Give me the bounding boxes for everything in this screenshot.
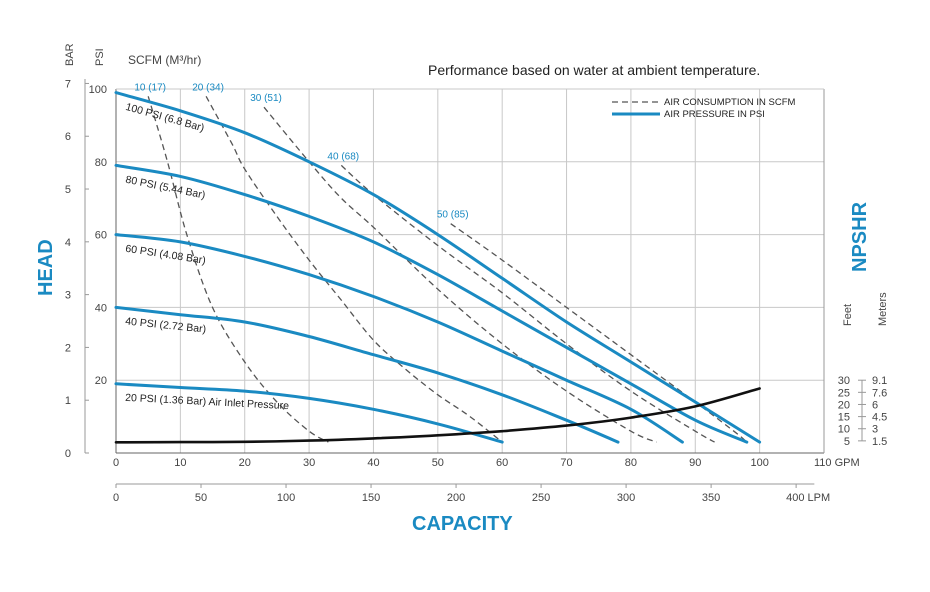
x-tick-gpm: 100	[750, 457, 768, 469]
npshr-tick-feet: 10	[838, 424, 850, 436]
y-tick-bar: 1	[65, 395, 71, 407]
feet-axis-unit: Feet	[842, 304, 854, 326]
curve-labels: 10 (17) 20 (34)30 (51)40 (68)50 (85)100 P…	[124, 82, 468, 412]
x-tick-gpm: 20	[239, 457, 251, 469]
y-tick-psi: 40	[95, 302, 107, 314]
x-tick-lpm: 100	[277, 492, 295, 504]
scfm-header: SCFM (M³/hr)	[128, 53, 201, 67]
x-tick-gpm: 30	[303, 457, 315, 469]
air-pressure-curve	[114, 91, 762, 444]
y-tick-bar: 7	[65, 78, 71, 90]
npshr-tick-meters: 7.6	[872, 387, 887, 399]
x-tick-lpm: 0	[113, 492, 119, 504]
psi-axis-unit: PSI	[94, 48, 106, 66]
grid-lines	[116, 89, 824, 453]
y-tick-bar: 5	[65, 184, 71, 196]
y-tick-bar: 2	[65, 342, 71, 354]
bar-axis-unit: BAR	[64, 43, 76, 66]
npshr-tick-feet: 25	[838, 387, 850, 399]
y2-axis-title: NPSHR	[849, 201, 871, 272]
npshr-tick-meters: 4.5	[872, 412, 887, 424]
x-tick-lpm: 150	[362, 492, 380, 504]
scfm-curve-label: 30 (51)	[250, 93, 282, 104]
y-axis-title: HEAD	[35, 239, 57, 296]
x-tick-gpm: 40	[367, 457, 379, 469]
pressure-curve-label: 20 PSI (1.36 Bar) Air Inlet Pressure	[125, 392, 290, 412]
air-pressure-curve	[114, 163, 749, 444]
x-tick-lpm: 250	[532, 492, 550, 504]
air-pressure-curve	[114, 382, 504, 444]
npshr-tick-feet: 20	[838, 399, 850, 411]
air-pressure-curve	[114, 233, 684, 444]
air-consumption-curve	[450, 223, 748, 443]
y-tick-bar: 4	[65, 237, 71, 249]
chart-title: Performance based on water at ambient te…	[428, 62, 760, 78]
npshr-tick-meters: 6	[872, 399, 878, 411]
x-tick-gpm: 50	[432, 457, 444, 469]
x-tick-gpm: 70	[560, 457, 572, 469]
y-tick-psi: 100	[89, 84, 107, 96]
legend-label-air-consumption: AIR CONSUMPTION IN SCFM	[664, 97, 796, 108]
npshr-tick-meters: 9.1	[872, 375, 887, 387]
air-pressure-curves	[114, 91, 762, 444]
x-tick-lpm: 400 LPM	[786, 492, 830, 504]
npshr-tick-meters: 1.5	[872, 436, 887, 448]
x-tick-lpm: 300	[617, 492, 635, 504]
npshr-tick-feet: 30	[838, 375, 850, 387]
x-tick-lpm: 200	[447, 492, 465, 504]
x-tick-gpm: 80	[625, 457, 637, 469]
y-tick-bar: 6	[65, 131, 71, 143]
x-tick-lpm: 50	[195, 492, 207, 504]
meters-axis-unit: Meters	[877, 292, 889, 326]
y-tick-psi: 80	[95, 157, 107, 169]
scfm-curve-label: 20 (34)	[192, 82, 224, 93]
x-tick-gpm: 90	[689, 457, 701, 469]
npshr-curve	[114, 387, 761, 444]
pressure-curve-label: 60 PSI (4.08 Bar)	[125, 243, 207, 267]
npshr-tick-feet: 5	[844, 436, 850, 448]
air-consumption-curve	[263, 106, 657, 443]
air-consumption-curves	[147, 95, 748, 443]
pressure-curve-label: 80 PSI (5.44 Bar)	[124, 174, 206, 202]
scfm-curve-label: 50 (85)	[437, 210, 469, 221]
scfm-curve-label: 10 (17)	[134, 82, 166, 93]
y-tick-bar: 3	[65, 290, 71, 302]
y-tick-bar: 0	[65, 448, 71, 460]
y-tick-psi: 60	[95, 230, 107, 242]
legend: AIR CONSUMPTION IN SCFM AIR PRESSURE IN …	[612, 97, 796, 120]
npshr-tick-feet: 15	[838, 412, 850, 424]
x-tick-gpm: 60	[496, 457, 508, 469]
y-tick-psi: 20	[95, 375, 107, 387]
x-axis-title: CAPACITY	[412, 513, 513, 535]
scfm-curve-label: 40 (68)	[327, 151, 359, 162]
air-pressure-curve	[114, 305, 620, 444]
x-tick-gpm: 10	[174, 457, 186, 469]
x-tick-lpm: 350	[702, 492, 720, 504]
npshr-tick-meters: 3	[872, 424, 878, 436]
air-consumption-curve	[340, 164, 715, 443]
x-tick-gpm: 0	[113, 457, 119, 469]
npshr-curve-layer	[114, 387, 761, 444]
air-consumption-curve	[147, 96, 329, 443]
x-tick-gpm: 110 GPM	[814, 457, 860, 469]
plot-frame	[84, 79, 863, 485]
air-consumption-curve	[205, 95, 503, 443]
pressure-curve-label: 40 PSI (2.72 Bar)	[125, 315, 207, 335]
legend-label-air-pressure: AIR PRESSURE IN PSI	[664, 109, 765, 120]
